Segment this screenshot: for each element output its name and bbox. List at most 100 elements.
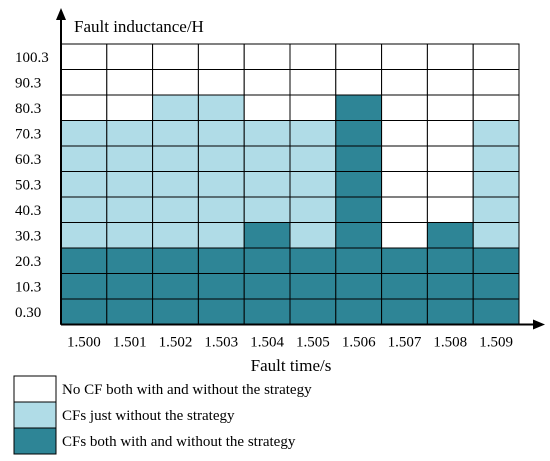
cell-1.504-0.30 <box>243 298 291 325</box>
cell-1.506-80.3 <box>335 94 383 121</box>
cell-1.506-40.3 <box>335 196 383 223</box>
y-tick-label: 100.3 <box>15 50 49 66</box>
cell-1.508-100.3 <box>426 43 474 70</box>
cell-1.506-90.3 <box>335 69 383 96</box>
y-tick-label: 30.3 <box>15 228 41 244</box>
cell-1.501-90.3 <box>106 69 154 96</box>
cell-1.505-50.3 <box>289 171 337 198</box>
cell-1.504-90.3 <box>243 69 291 96</box>
cell-1.500-30.3 <box>60 222 108 249</box>
cell-1.503-20.3 <box>197 247 245 274</box>
cell-1.502-100.3 <box>152 43 199 70</box>
cell-1.502-50.3 <box>152 171 199 198</box>
cell-1.503-100.3 <box>197 43 245 70</box>
cell-1.504-10.3 <box>243 273 291 300</box>
cell-1.504-70.3 <box>243 120 291 147</box>
cells-layer <box>60 43 520 325</box>
cell-1.508-80.3 <box>426 94 474 121</box>
cell-1.501-40.3 <box>106 196 154 223</box>
cell-1.500-40.3 <box>60 196 108 223</box>
cell-1.508-50.3 <box>426 171 474 198</box>
y-axis-arrow <box>56 8 66 20</box>
cell-1.507-30.3 <box>381 222 428 249</box>
cell-1.504-30.3 <box>243 222 291 249</box>
cell-1.500-50.3 <box>60 171 108 198</box>
cell-1.506-10.3 <box>335 273 383 300</box>
legend-swatch-both <box>13 427 57 455</box>
x-axis-arrow <box>533 319 545 330</box>
cell-1.502-0.30 <box>152 298 199 325</box>
cell-1.502-30.3 <box>152 222 199 249</box>
cell-1.501-10.3 <box>106 273 154 300</box>
cell-1.500-100.3 <box>60 43 108 70</box>
cell-1.509-100.3 <box>472 43 520 70</box>
cell-1.502-10.3 <box>152 273 199 300</box>
cell-1.505-10.3 <box>289 273 337 300</box>
cell-1.506-0.30 <box>335 298 383 325</box>
cell-1.509-50.3 <box>472 171 520 198</box>
cell-1.504-50.3 <box>243 171 291 198</box>
y-tick-label: 10.3 <box>15 279 41 295</box>
cell-1.501-60.3 <box>106 145 154 172</box>
axes-layer <box>56 8 545 330</box>
cell-1.503-40.3 <box>197 196 245 223</box>
cell-1.501-30.3 <box>106 222 154 249</box>
cell-1.506-60.3 <box>335 145 383 172</box>
cell-1.509-30.3 <box>472 222 520 249</box>
cell-1.507-80.3 <box>381 94 428 121</box>
legend-label-both: CFs both with and without the strategy <box>62 434 296 450</box>
cell-1.501-100.3 <box>106 43 154 70</box>
cell-1.507-90.3 <box>381 69 428 96</box>
x-tick-label: 1.502 <box>159 335 193 351</box>
cell-1.504-100.3 <box>243 43 291 70</box>
x-tick-label: 1.507 <box>388 335 422 351</box>
x-tick-label: 1.501 <box>113 335 147 351</box>
y-tick-label: 70.3 <box>15 126 41 142</box>
cell-1.502-60.3 <box>152 145 199 172</box>
cell-1.502-90.3 <box>152 69 199 96</box>
y-tick-label: 90.3 <box>15 75 41 91</box>
cell-1.501-80.3 <box>106 94 154 121</box>
cell-1.500-20.3 <box>60 247 108 274</box>
cell-1.509-40.3 <box>472 196 520 223</box>
cell-1.505-90.3 <box>289 69 337 96</box>
legend-swatch-without_only <box>13 401 57 429</box>
cell-1.506-100.3 <box>335 43 383 70</box>
cell-1.502-70.3 <box>152 120 199 147</box>
cell-1.505-40.3 <box>289 196 337 223</box>
cell-1.504-60.3 <box>243 145 291 172</box>
cell-1.505-30.3 <box>289 222 337 249</box>
x-axis-title: Fault time/s <box>251 356 332 375</box>
cell-1.505-70.3 <box>289 120 337 147</box>
cell-1.509-20.3 <box>472 247 520 274</box>
legend-swatch-none <box>13 375 57 403</box>
cell-1.506-30.3 <box>335 222 383 249</box>
cell-1.509-10.3 <box>472 273 520 300</box>
cell-1.502-80.3 <box>152 94 199 121</box>
cell-1.501-0.30 <box>106 298 154 325</box>
cell-1.507-40.3 <box>381 196 428 223</box>
x-tick-label: 1.503 <box>204 335 238 351</box>
tick-labels: 0.30 10.3 20.3 30.3 40.3 50.3 60.3 70.3 80.3 90.3… <box>15 50 513 351</box>
cell-1.500-70.3 <box>60 120 108 147</box>
legend-label-none: No CF both with and without the strategy <box>62 382 312 398</box>
cell-1.503-0.30 <box>197 298 245 325</box>
cell-1.501-70.3 <box>106 120 154 147</box>
cell-1.505-20.3 <box>289 247 337 274</box>
cell-1.501-50.3 <box>106 171 154 198</box>
cell-1.503-10.3 <box>197 273 245 300</box>
cell-1.503-50.3 <box>197 171 245 198</box>
y-tick-label: 20.3 <box>15 254 41 270</box>
y-axis-title: Fault inductance/H <box>74 17 204 36</box>
cell-1.508-60.3 <box>426 145 474 172</box>
cell-1.505-0.30 <box>289 298 337 325</box>
cell-1.502-20.3 <box>152 247 199 274</box>
cell-1.504-80.3 <box>243 94 291 121</box>
cell-1.500-90.3 <box>60 69 108 96</box>
cell-1.509-60.3 <box>472 145 520 172</box>
legend-label-without_only: CFs just without the strategy <box>62 408 235 424</box>
cell-1.505-60.3 <box>289 145 337 172</box>
x-tick-label: 1.508 <box>433 335 467 351</box>
cell-1.500-80.3 <box>60 94 108 121</box>
